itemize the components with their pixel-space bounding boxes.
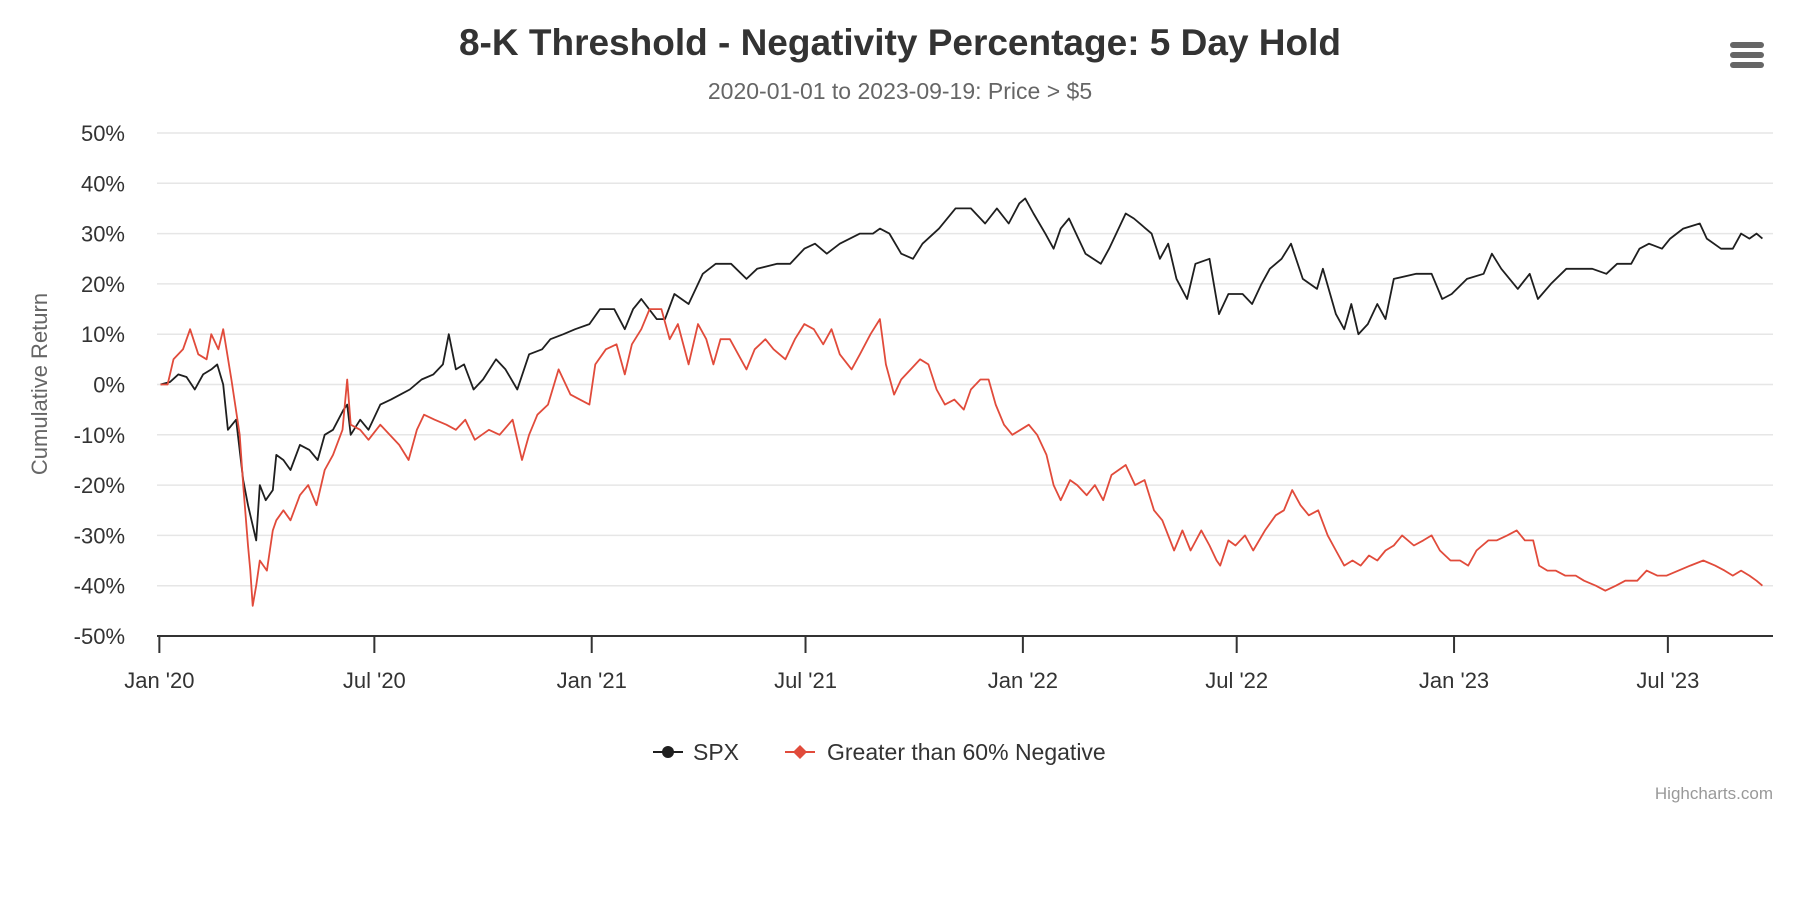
series-line-greater-than-60-negative[interactable]	[160, 308, 1763, 607]
highcharts-credits-link[interactable]: Highcharts.com	[1655, 784, 1773, 803]
x-tick-label: Jul '20	[343, 668, 406, 693]
y-gridlines	[157, 132, 1773, 587]
menu-bar-top	[1730, 42, 1764, 48]
menu-bar-middle	[1730, 52, 1764, 58]
y-tick-label: 50%	[81, 121, 125, 146]
y-axis-title: Cumulative Return	[27, 293, 52, 475]
hamburger-menu-icon[interactable]	[1720, 20, 1780, 80]
x-tick-label: Jan '21	[557, 668, 627, 693]
y-tick-label: -20%	[74, 473, 125, 498]
y-tick-label: 10%	[81, 322, 125, 347]
chart-title: 8-K Threshold - Negativity Percentage: 5…	[459, 22, 1341, 63]
y-tick-label: 40%	[81, 171, 125, 196]
x-axis-ticks: Jan '20 Jul '20 Jan '21 Jul '21 Jan '22 Jul '…	[124, 636, 1699, 693]
y-tick-label: 20%	[81, 272, 125, 297]
y-axis-tick-labels: 50% 40% 30% 20% 10% 0% -10% -20% -30% -40% -50%	[74, 121, 125, 649]
series-lines	[160, 197, 1763, 607]
legend-label: SPX	[693, 739, 739, 765]
y-tick-label: 0%	[93, 373, 125, 398]
legend-circle-marker-icon	[662, 746, 674, 758]
legend-item-greater-than-60-negative[interactable]: Greater than 60% Negative	[785, 739, 1106, 765]
x-tick-label: Jan '22	[988, 668, 1058, 693]
legend-item-spx[interactable]: SPX	[653, 739, 739, 765]
legend-diamond-marker-icon	[793, 745, 807, 759]
y-tick-label: -10%	[74, 423, 125, 448]
y-tick-label: -30%	[74, 523, 125, 548]
y-tick-label: -40%	[74, 574, 125, 599]
x-tick-label: Jan '20	[124, 668, 194, 693]
x-tick-label: Jul '22	[1205, 668, 1268, 693]
menu-bar-bottom	[1730, 62, 1764, 68]
legend-label: Greater than 60% Negative	[827, 739, 1106, 765]
x-tick-label: Jul '23	[1636, 668, 1699, 693]
y-tick-label: 30%	[81, 222, 125, 247]
chart-subtitle: 2020-01-01 to 2023-09-19: Price > $5	[708, 78, 1092, 104]
menu-button-hitbox[interactable]	[1720, 20, 1780, 80]
x-tick-label: Jan '23	[1419, 668, 1489, 693]
y-tick-label: -50%	[74, 624, 125, 649]
x-tick-label: Jul '21	[774, 668, 837, 693]
series-line-spx[interactable]	[160, 197, 1763, 542]
legend: SPX Greater than 60% Negative	[653, 739, 1106, 765]
